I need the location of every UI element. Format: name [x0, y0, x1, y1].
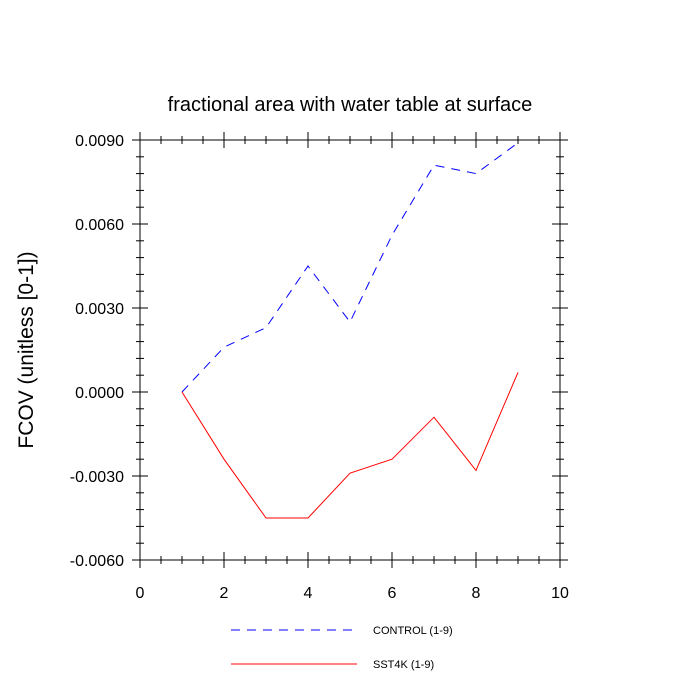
- y-tick-label: 0.0090: [75, 133, 124, 150]
- legend: CONTROL (1-9) SST4K (1-9): [231, 625, 453, 671]
- y-tick-label: 0.0060: [75, 217, 124, 234]
- y-tick-label: 0.0000: [75, 385, 124, 402]
- minor-ticks: [136, 136, 564, 564]
- y-tick-label: -0.0030: [70, 469, 124, 486]
- x-tick-label: 10: [551, 585, 569, 602]
- chart-title: fractional area with water table at surf…: [168, 94, 533, 116]
- legend-label-control: CONTROL (1-9): [373, 625, 453, 637]
- x-axis-ticks: 0 2 4 6 8 10: [136, 132, 569, 602]
- legend-label-sst4k: SST4K (1-9): [373, 659, 434, 671]
- plot-frame: [139, 139, 561, 561]
- series-line-control: [181, 142, 519, 393]
- y-tick-label: 0.0030: [75, 301, 124, 318]
- y-axis-label: FCOV (unitless [0-1]): [15, 251, 38, 448]
- series-line-sst4k: [181, 372, 519, 519]
- x-tick-label: 0: [136, 585, 145, 602]
- series-lines: [181, 142, 519, 519]
- y-axis-ticks: -0.0060 -0.0030 0.0000 0.0030 0.0060 0.0090: [70, 133, 568, 570]
- x-tick-label: 8: [472, 585, 481, 602]
- x-tick-label: 4: [304, 585, 313, 602]
- y-tick-label: -0.0060: [70, 553, 124, 570]
- x-tick-label: 6: [388, 585, 397, 602]
- x-tick-label: 2: [220, 585, 229, 602]
